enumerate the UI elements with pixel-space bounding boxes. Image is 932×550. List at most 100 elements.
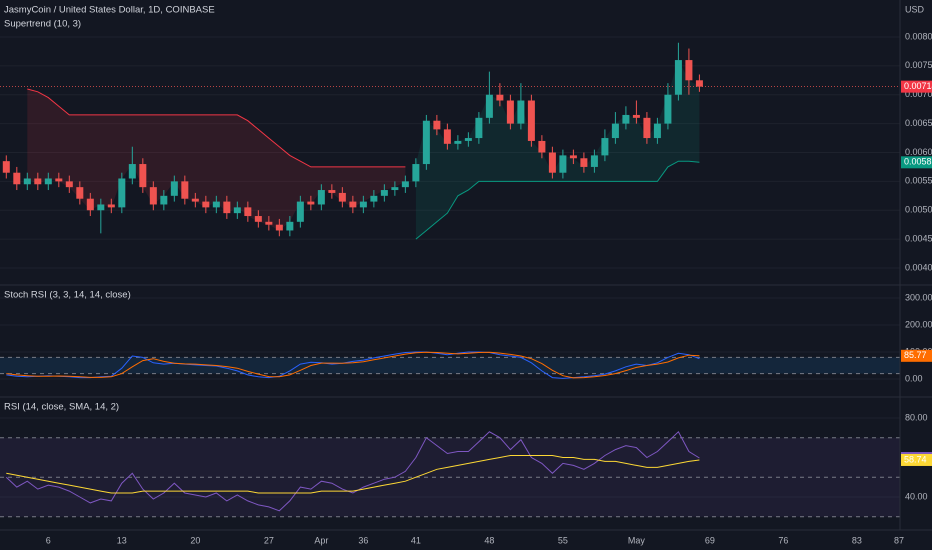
candle-body [296,201,304,222]
candle-body [653,123,661,139]
candle-body [569,155,577,159]
x-tick-label: 27 [264,535,274,545]
series-line [6,351,700,379]
candle-body [86,198,94,211]
indicator-title: Supertrend (10, 3) [4,19,81,30]
price-label-box [901,349,932,362]
candle-body [643,117,651,139]
candle-body [254,216,262,222]
x-tick-label: 76 [778,535,788,545]
y-tick-label: 80.00 [905,412,928,422]
currency-label: USD [905,4,925,14]
candle-body [23,178,31,185]
candle-body [202,201,210,208]
candle-body [317,190,325,205]
candle-body [527,100,535,141]
candle-body [443,129,451,144]
y-tick-label: 40.00 [905,491,928,501]
candle-body [422,120,430,165]
candle-body [191,198,199,202]
candle-body [359,201,367,208]
candle-body [401,181,409,188]
candle-body [370,195,378,202]
x-tick-label: 13 [117,535,127,545]
candle-body [107,204,115,208]
candle-body [380,190,388,196]
candle-body [590,155,598,167]
candle-body [181,181,189,199]
candle-body [580,158,588,167]
pane-title: JasmyCoin / United States Dollar, 1D, CO… [4,5,215,16]
pane-title: Stoch RSI (3, 3, 14, 14, close) [4,290,131,301]
x-tick-label: 41 [411,535,421,545]
candle-body [55,178,63,182]
candle-body [275,224,283,231]
grid-layer [0,36,900,518]
candle-body [632,114,640,118]
candle-body [286,221,294,231]
candle-body [118,178,126,208]
x-tick-label: May [628,535,646,545]
candle-body [517,100,525,124]
pane-title: RSI (14, close, SMA, 14, 2) [4,402,119,413]
price-label: 0.00714 [904,81,932,91]
candle-body [485,94,493,118]
candle-body [338,192,346,202]
candle-body [212,201,220,208]
candle-body [412,164,420,182]
candle-body [601,138,609,156]
series-line [5,430,700,512]
candle-body [685,60,693,81]
band-fill [0,357,900,374]
candle-body [559,155,567,173]
candle-body [97,204,105,211]
candle-body [265,221,273,225]
y-tick-label: 200.00 [905,319,932,329]
candle-body [506,100,514,124]
x-tick-label: 6 [46,535,51,545]
candle-body [622,114,630,124]
candle-body [65,181,73,188]
candle-body [496,94,504,101]
candle-body [244,207,252,217]
candle-body [349,201,357,208]
x-tick-label: 20 [190,535,200,545]
price-label: 0.00583 [904,157,932,167]
price-label-box [901,80,932,93]
candle-body [2,161,10,173]
x-tick-label: 87 [894,535,904,545]
candle-body [34,178,42,185]
candle-body [433,120,441,130]
x-tick-label: 83 [852,535,862,545]
series-line [415,160,700,240]
candle-body [328,190,336,193]
candle-body [464,138,472,141]
price-label: 85.77 [904,350,927,360]
candle-body [664,94,672,124]
series-line [6,351,700,379]
price-label-box [901,156,932,169]
x-tick-label: Apr [314,535,328,545]
y-tick-label: 300.00 [905,292,932,302]
candle-body [128,164,136,179]
series-line [27,88,406,168]
candle-body [548,152,556,173]
candle-body [233,207,241,214]
price-label-box [901,453,932,466]
candle-body [454,140,462,144]
candle-body [674,60,682,95]
candle-body [391,187,399,191]
y-tick-label: 0.00800 [905,31,932,41]
x-tick-label: 55 [558,535,568,545]
candle-body [307,201,315,205]
x-tick-label: 36 [358,535,368,545]
